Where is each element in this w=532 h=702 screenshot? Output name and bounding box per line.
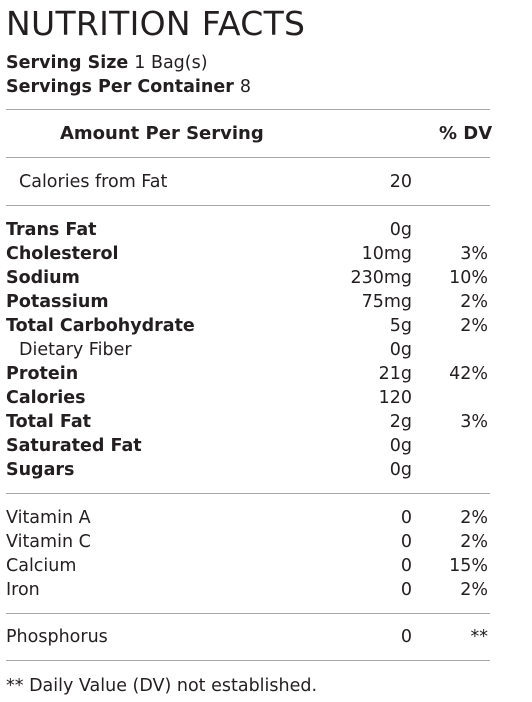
nutrient-name: Calories from Fat <box>19 172 168 192</box>
nutrient-row-dietary-fiber: Dietary Fiber 0g <box>6 338 490 362</box>
serving-size-value: 1 Bag(s) <box>134 53 208 73</box>
nutrient-row-iron: Iron 0 2% <box>6 578 490 602</box>
nutrient-amount: 75mg <box>361 292 412 312</box>
servings-per-container-label: Servings Per Container <box>6 77 234 97</box>
nutrient-name: Calories <box>6 388 86 408</box>
nutrient-row-calories: Calories 120 <box>6 386 490 410</box>
nutrient-row-potassium: Potassium 75mg 2% <box>6 290 490 314</box>
nutrient-row-trans-fat: Trans Fat 0g <box>6 218 490 242</box>
nutrient-amount: 10mg <box>361 244 412 264</box>
nutrient-amount: 0 <box>400 508 412 528</box>
nutrient-name: Cholesterol <box>6 244 119 264</box>
nutrient-name: Sodium <box>6 268 80 288</box>
nutrient-dv: 3% <box>460 244 488 264</box>
nutrient-row-phosphorus: Phosphorus 0 ** <box>6 625 490 649</box>
nutrient-name: Protein <box>6 364 79 384</box>
nutrient-amount: 0 <box>400 532 412 552</box>
nutrient-name: Phosphorus <box>6 627 108 647</box>
nutrient-row-protein: Protein 21g 42% <box>6 362 490 386</box>
nutrient-row-total-fat: Total Fat 2g 3% <box>6 410 490 434</box>
divider <box>6 613 490 614</box>
footnote: ** Daily Value (DV) not established. <box>6 676 318 696</box>
nutrient-amount: 0g <box>389 460 412 480</box>
nutrient-dv: 10% <box>449 268 488 288</box>
nutrient-row-calcium: Calcium 0 15% <box>6 554 490 578</box>
dv-header: % DV <box>439 123 493 144</box>
serving-size-label: Serving Size <box>6 53 129 73</box>
servings-per-container-value: 8 <box>239 77 252 97</box>
nutrient-dv: ** <box>470 627 489 647</box>
divider <box>6 660 490 661</box>
divider <box>6 109 490 110</box>
nutrient-amount: 120 <box>378 388 412 408</box>
amount-per-serving-header: Amount Per Serving <box>60 123 264 144</box>
nutrient-row-vitamin-a: Vitamin A 0 2% <box>6 506 490 530</box>
nutrient-dv: 15% <box>449 556 488 576</box>
nutrient-dv: 2% <box>460 508 488 528</box>
divider <box>6 205 490 206</box>
nutrient-dv: 3% <box>460 412 488 432</box>
nutrient-amount: 0g <box>389 340 412 360</box>
nutrient-row-cholesterol: Cholesterol 10mg 3% <box>6 242 490 266</box>
nutrient-amount: 20 <box>389 172 412 192</box>
nutrient-amount: 0g <box>389 436 412 456</box>
calories-from-fat-row: Calories from Fat 20 <box>6 170 490 194</box>
nutrient-name: Vitamin A <box>6 508 91 528</box>
nutrient-row-vitamin-c: Vitamin C 0 2% <box>6 530 490 554</box>
nutrient-row-total-carbohydrate: Total Carbohydrate 5g 2% <box>6 314 490 338</box>
nutrient-dv: 2% <box>460 292 488 312</box>
page-title: NUTRITION FACTS <box>6 4 306 43</box>
nutrient-name: Total Fat <box>6 412 92 432</box>
nutrient-name: Iron <box>6 580 40 600</box>
nutrient-name: Sugars <box>6 460 75 480</box>
nutrient-amount: 21g <box>378 364 412 384</box>
nutrient-dv: 42% <box>449 364 488 384</box>
nutrient-name: Potassium <box>6 292 109 312</box>
serving-size: Serving Size 1 Bag(s) <box>6 52 208 74</box>
divider <box>6 493 490 494</box>
nutrient-name: Saturated Fat <box>6 436 142 456</box>
servings-per-container: Servings Per Container 8 <box>6 76 251 98</box>
nutrient-amount: 0 <box>400 627 412 647</box>
nutrient-name: Total Carbohydrate <box>6 316 195 336</box>
nutrient-amount: 0 <box>400 556 412 576</box>
nutrient-amount: 5g <box>389 316 412 336</box>
nutrient-name: Vitamin C <box>6 532 91 552</box>
nutrient-name: Calcium <box>6 556 77 576</box>
nutrient-amount: 0 <box>400 580 412 600</box>
nutrient-dv: 2% <box>460 532 488 552</box>
nutrient-amount: 230mg <box>350 268 412 288</box>
nutrient-name: Trans Fat <box>6 220 97 240</box>
divider <box>6 157 490 158</box>
nutrient-dv: 2% <box>460 580 488 600</box>
nutrient-dv: 2% <box>460 316 488 336</box>
nutrient-row-sodium: Sodium 230mg 10% <box>6 266 490 290</box>
nutrient-name: Dietary Fiber <box>19 340 132 360</box>
nutrient-row-saturated-fat: Saturated Fat 0g <box>6 434 490 458</box>
nutrient-amount: 2g <box>389 412 412 432</box>
nutrient-row-sugars: Sugars 0g <box>6 458 490 482</box>
nutrient-amount: 0g <box>389 220 412 240</box>
